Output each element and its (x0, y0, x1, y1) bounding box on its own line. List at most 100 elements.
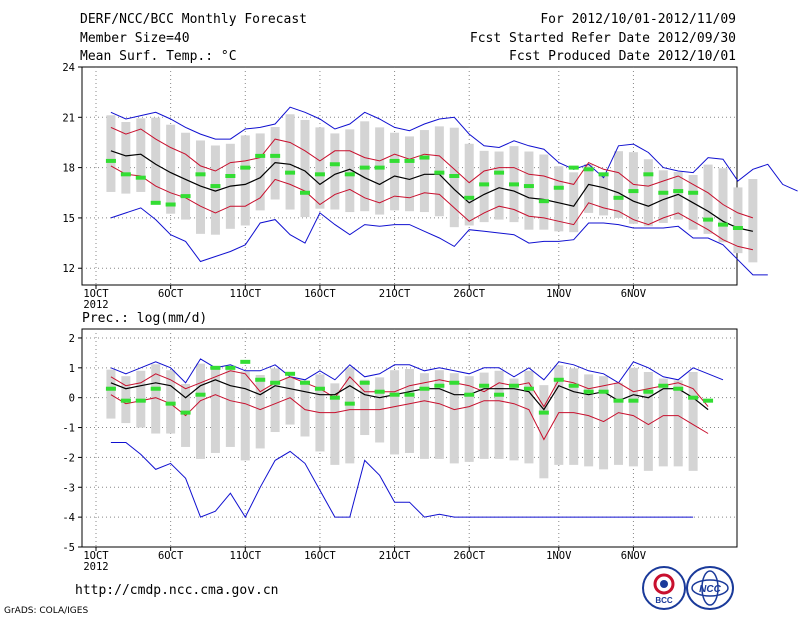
spread-bar (255, 374, 265, 449)
spread-bar (509, 378, 519, 461)
minus-sd-series-line (110, 165, 754, 251)
observed-marker (255, 377, 266, 382)
observed-marker (628, 398, 639, 403)
spread-bar (628, 367, 638, 467)
bcc-logo-icon: BCC (642, 566, 686, 610)
observed-marker (120, 172, 131, 177)
observed-marker (628, 189, 639, 194)
variable-label: Mean Surf. Temp.: °C (80, 49, 237, 64)
spread-bar (524, 151, 534, 230)
spread-bar (375, 127, 385, 215)
spread-bar (464, 376, 474, 462)
observed-marker (464, 392, 475, 397)
observed-marker (673, 189, 684, 194)
chart-title: DERF/NCC/BCC Monthly Forecast (80, 12, 307, 27)
minus-sd-series-line (110, 394, 709, 441)
footer-url[interactable]: http://cmdp.ncc.cma.gov.cn (75, 583, 279, 598)
observed-marker (703, 398, 714, 403)
observed-marker (180, 194, 191, 199)
spread-bar (539, 385, 549, 479)
spread-bar (390, 132, 400, 211)
spread-bar (614, 151, 623, 218)
forecast-started: Fcst Started Refer Date 2012/09/30 (469, 31, 736, 46)
observed-marker (150, 386, 161, 391)
spread-bar (240, 135, 250, 226)
observed-marker (449, 380, 460, 385)
observed-marker (195, 172, 206, 177)
observed-marker (464, 195, 475, 200)
spread-bar (599, 376, 609, 470)
mean-series-line (110, 379, 709, 411)
spread-bar (524, 370, 534, 464)
observed-marker (688, 190, 699, 195)
spread-bar (270, 368, 280, 433)
observed-marker (568, 383, 579, 388)
x-year-label: 2012 (83, 561, 108, 573)
x-tick-label: 1OCT (83, 550, 109, 562)
observed-marker (598, 389, 609, 394)
spread-bar (539, 154, 549, 230)
observed-marker (434, 170, 445, 175)
observed-marker (240, 359, 251, 364)
observed-marker (359, 165, 370, 170)
spread-bar (494, 370, 504, 459)
spread-bar (688, 372, 698, 471)
y-tick-label: 12 (62, 263, 75, 275)
observed-marker (314, 172, 325, 177)
observed-marker (344, 172, 355, 177)
observed-marker (225, 174, 236, 178)
observed-marker (523, 386, 534, 391)
ncc-logo-icon: NCC (686, 566, 734, 610)
y-tick-label: 0 (69, 393, 75, 405)
x-tick-label: 26OCT (453, 550, 485, 562)
observed-marker (658, 383, 669, 388)
observed-marker (494, 170, 505, 175)
x-tick-label: 1NOV (546, 288, 572, 300)
spread-bar (703, 164, 713, 234)
spread-bar (584, 374, 594, 467)
observed-marker (479, 182, 490, 187)
observed-marker (389, 392, 400, 397)
observed-marker (449, 174, 460, 178)
chart-panel-1: 1OCT 6OCT 11OCT 16OCT 21OCT 26OCT 1NOV 6NOV 2012… (62, 62, 798, 311)
spread-bar (196, 140, 205, 234)
x-tick-label: 6OCT (158, 550, 184, 562)
observed-marker (165, 401, 176, 406)
spread-bar (479, 150, 489, 223)
observed-marker (553, 377, 564, 382)
y-tick-label: 1 (69, 363, 75, 375)
spread-bar (569, 368, 579, 465)
observed-marker (300, 190, 310, 195)
observed-marker (523, 184, 534, 189)
spread-bar (166, 124, 176, 214)
spread-bar (345, 367, 355, 464)
x-tick-label: 1NOV (546, 550, 572, 562)
spread-bar (569, 172, 579, 233)
observed-marker (479, 383, 490, 388)
observed-marker (643, 172, 654, 177)
observed-marker (494, 392, 505, 397)
spread-bar (136, 118, 146, 192)
observed-marker (568, 165, 579, 170)
plot-frame (81, 328, 738, 548)
observed-marker (270, 153, 281, 158)
observed-marker (344, 401, 355, 406)
x-tick-label: 16OCT (304, 550, 336, 562)
plus-sd-series-line (110, 370, 709, 408)
observed-marker (419, 386, 430, 391)
observed-marker (135, 398, 146, 403)
x-tick-label: 6NOV (621, 288, 647, 300)
y-tick-label: -5 (62, 542, 75, 554)
observed-marker (643, 389, 654, 394)
spread-bar (106, 115, 116, 192)
observed-marker (374, 165, 385, 170)
observed-marker (270, 380, 281, 385)
spread-bar (210, 145, 220, 235)
observed-marker (538, 199, 549, 204)
spread-bar (151, 364, 161, 434)
observed-marker (658, 190, 669, 195)
observed-marker (240, 165, 251, 170)
observed-marker (509, 383, 519, 388)
spread-bar (285, 376, 295, 425)
